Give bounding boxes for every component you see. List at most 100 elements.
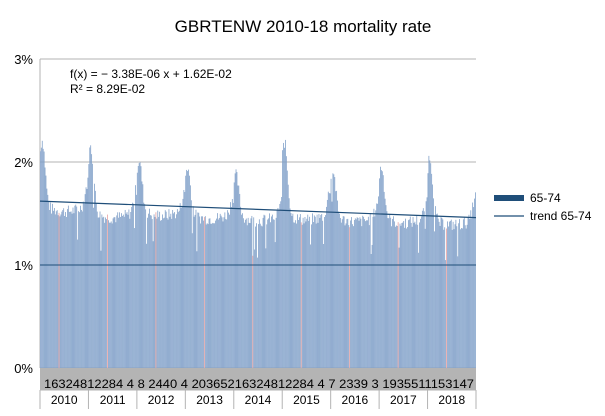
bar [77, 239, 79, 368]
bar [361, 226, 363, 368]
bar [204, 216, 206, 368]
bar [68, 211, 70, 368]
bar [326, 206, 327, 368]
bar [345, 223, 347, 368]
bar [412, 217, 414, 368]
bar [461, 228, 462, 368]
bar [177, 212, 179, 368]
bar [344, 225, 346, 368]
bar [447, 221, 448, 368]
bar [358, 220, 360, 368]
bar [42, 148, 44, 368]
bar [272, 219, 274, 368]
bar [126, 212, 128, 368]
year-label: 2015 [293, 393, 320, 407]
bar [67, 209, 68, 368]
bar [336, 190, 338, 368]
bar [82, 201, 84, 368]
bar [372, 216, 374, 368]
bar [133, 203, 134, 368]
bar [265, 248, 267, 368]
bar [49, 209, 51, 368]
bar [256, 223, 257, 368]
bar [294, 222, 296, 368]
bar [217, 213, 218, 368]
bar [235, 169, 237, 368]
bar [367, 220, 368, 368]
bar [442, 219, 444, 368]
bar [117, 212, 119, 368]
bar [56, 210, 58, 368]
bar [121, 215, 123, 368]
trend-equation: f(x) = − 3.38E-06 x + 1.62E-02 [70, 67, 232, 81]
bar [173, 213, 174, 368]
bar [124, 209, 126, 368]
bar [248, 222, 250, 368]
bar [411, 226, 413, 368]
bar [215, 220, 216, 368]
bar [203, 217, 205, 368]
bar [43, 151, 45, 368]
bar [368, 225, 370, 368]
bar [138, 163, 140, 368]
bar [154, 216, 156, 368]
bar [314, 216, 316, 368]
bar [339, 217, 341, 368]
bar [269, 213, 270, 368]
bar [390, 217, 392, 368]
bar [323, 244, 324, 368]
bar [149, 208, 150, 368]
bar [353, 226, 354, 368]
bar [75, 204, 77, 368]
bar [414, 221, 416, 368]
bar [79, 212, 80, 368]
bar [364, 219, 365, 368]
bar [217, 219, 219, 368]
bar [104, 222, 106, 368]
bar [185, 175, 187, 368]
bar [89, 147, 91, 368]
bar [165, 211, 167, 368]
bar [471, 218, 473, 368]
bar [54, 214, 56, 368]
bar [220, 215, 222, 368]
bar [247, 217, 249, 368]
bar [212, 222, 214, 368]
bar [203, 220, 204, 368]
bar [71, 213, 73, 368]
bar [331, 201, 333, 368]
y-tick-label: 3% [14, 52, 33, 67]
bar [310, 244, 311, 368]
bar [119, 212, 120, 368]
bar [166, 217, 168, 368]
bar [76, 206, 78, 368]
bar [303, 223, 305, 368]
bar [261, 226, 263, 368]
bar [164, 210, 166, 368]
bar [425, 201, 427, 368]
bar [245, 218, 247, 368]
bar [196, 251, 198, 368]
bar [249, 223, 251, 368]
bar [333, 174, 335, 368]
bar [456, 226, 458, 368]
bar [319, 217, 321, 368]
bar [306, 218, 308, 368]
legend-swatch-bar [494, 195, 524, 201]
bar [421, 210, 423, 368]
bar [301, 224, 303, 368]
year-label: 2011 [100, 393, 126, 407]
bar [131, 206, 133, 368]
bar [67, 205, 69, 368]
bar [90, 145, 92, 368]
bar [370, 254, 372, 368]
bar [293, 222, 295, 368]
bar [394, 221, 395, 368]
bar [352, 224, 353, 368]
bar [137, 166, 139, 368]
bar [243, 218, 244, 368]
bar [275, 217, 277, 368]
bar [160, 220, 161, 368]
bar [57, 215, 59, 368]
bar [91, 154, 93, 368]
